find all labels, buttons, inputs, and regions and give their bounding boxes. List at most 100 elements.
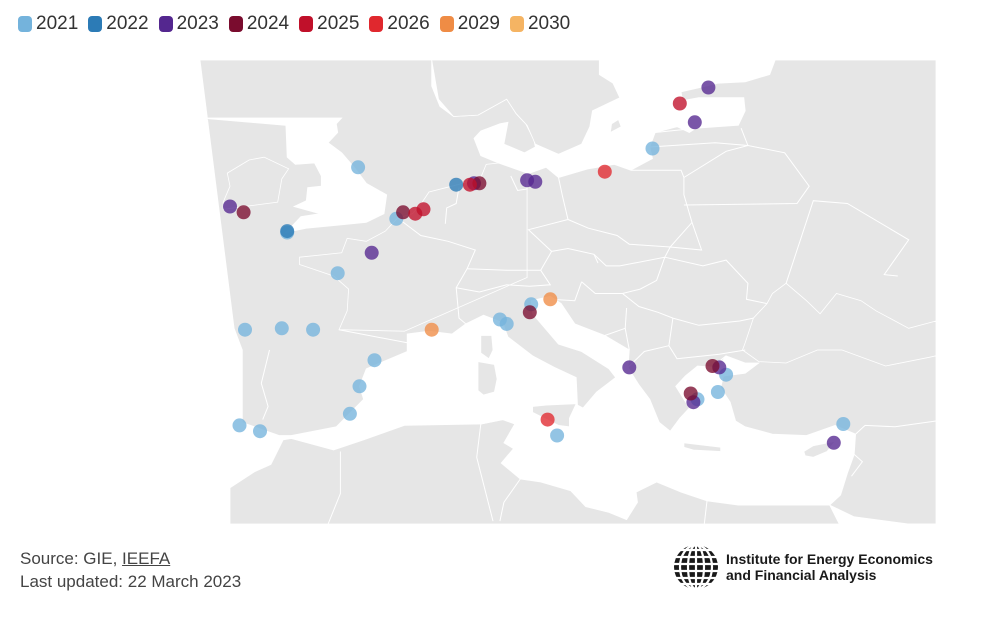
terminal-marker-2023[interactable] [687, 115, 702, 130]
country-border [456, 268, 552, 293]
logo-line-1: Institute for Energy Economics [726, 551, 933, 567]
country-border [703, 500, 708, 525]
terminal-marker-2025[interactable] [462, 177, 477, 192]
country-border [260, 349, 270, 420]
terminal-marker-2021[interactable] [499, 316, 514, 331]
terminal-marker-2021[interactable] [710, 385, 725, 399]
source-prefix: Source: GIE, [20, 549, 123, 568]
terminal-marker-2021[interactable] [274, 321, 289, 336]
terminal-marker-2021[interactable] [238, 322, 252, 337]
country-border [444, 187, 460, 224]
legend-item-2025[interactable]: 2025 [299, 13, 359, 35]
legend: 2021 2022 2023 2024 2025 2026 2029 2030 [18, 12, 580, 36]
terminal-marker-2025[interactable] [672, 96, 687, 111]
legend-item-2029[interactable]: 2029 [439, 13, 500, 35]
country-border [670, 222, 703, 251]
land-layer [199, 59, 937, 525]
last-updated: Last updated: 22 March 2023 [20, 572, 242, 591]
source-link[interactable]: IEEFA [122, 549, 171, 568]
country-border [655, 127, 697, 133]
terminal-marker-2023[interactable] [622, 360, 637, 375]
country-border [668, 318, 746, 360]
legend-item-2030[interactable]: 2030 [509, 13, 570, 35]
terminal-marker-2023[interactable] [701, 80, 716, 95]
country-border [327, 451, 341, 525]
terminal-marker-2021[interactable] [645, 141, 660, 156]
logo-line-2: and Financial Analysis [726, 567, 877, 583]
country-border [567, 169, 693, 248]
country-border [664, 256, 768, 305]
terminal-marker-2023[interactable] [223, 199, 237, 214]
terminal-marker-2026[interactable] [597, 164, 612, 179]
terminal-marker-2021[interactable] [367, 353, 382, 368]
landmass [431, 59, 621, 155]
terminal-marker-2021[interactable] [351, 160, 366, 175]
country-border [527, 177, 569, 271]
terminal-marker-2021[interactable] [352, 379, 367, 394]
landmass [222, 156, 290, 210]
ieefa-logo: Institute for Energy Economics and Finan… [672, 543, 933, 591]
legend-swatch [88, 16, 103, 32]
terminal-marker-2021[interactable] [836, 417, 851, 431]
map [0, 58, 982, 526]
legend-label: 2029 [457, 13, 500, 34]
legend-label: 2025 [317, 13, 360, 34]
legend-swatch [158, 16, 173, 32]
landmass [480, 335, 494, 360]
landmass [609, 118, 622, 134]
landmass [477, 361, 498, 396]
terminal-marker-2025[interactable] [416, 202, 431, 217]
country-border [720, 355, 727, 361]
landmass [683, 442, 722, 452]
terminal-marker-2029[interactable] [424, 322, 439, 337]
legend-swatch [299, 16, 314, 32]
terminal-marker-2022[interactable] [449, 177, 464, 192]
terminal-marker-2024[interactable] [705, 359, 720, 373]
legend-swatch [509, 16, 524, 32]
globe-icon [674, 543, 718, 591]
map-svg [199, 59, 937, 525]
landmass [200, 419, 936, 525]
legend-item-2026[interactable]: 2026 [369, 13, 430, 35]
country-border [683, 128, 749, 178]
country-border [550, 281, 583, 302]
terminal-marker-2021[interactable] [232, 418, 247, 433]
landmass [532, 403, 577, 428]
country-border [551, 247, 599, 264]
legend-swatch [439, 16, 454, 32]
terminal-marker-2026[interactable] [540, 412, 555, 427]
terminal-marker-2029[interactable] [543, 292, 558, 307]
country-border [397, 217, 476, 325]
legend-label: 2022 [106, 13, 149, 34]
legend-item-2022[interactable]: 2022 [88, 13, 149, 35]
borders-layer [260, 127, 937, 525]
country-border [338, 329, 408, 344]
country-border [604, 307, 628, 336]
terminal-marker-2023[interactable] [826, 435, 841, 450]
country-border [581, 257, 666, 294]
terminal-marker-2023[interactable] [528, 174, 543, 189]
country-border [683, 145, 810, 206]
terminal-marker-2021[interactable] [306, 322, 321, 337]
legend-label: 2021 [36, 13, 79, 34]
legend-label: 2023 [176, 13, 219, 34]
terminal-marker-2021[interactable] [330, 266, 345, 281]
legend-swatch [369, 16, 384, 32]
terminal-marker-2022[interactable] [280, 224, 295, 239]
country-border [855, 420, 937, 435]
terminal-marker-2024[interactable] [236, 205, 251, 220]
terminal-marker-2024[interactable] [522, 305, 537, 320]
terminal-marker-2021[interactable] [550, 428, 565, 443]
terminal-marker-2021[interactable] [253, 424, 267, 439]
terminal-marker-2023[interactable] [364, 245, 379, 260]
terminal-marker-2024[interactable] [683, 386, 698, 401]
terminal-marker-2024[interactable] [396, 205, 411, 220]
legend-label: 2026 [387, 13, 430, 34]
legend-swatch [228, 16, 243, 32]
terminal-marker-2021[interactable] [342, 406, 357, 421]
legend-item-2023[interactable]: 2023 [158, 13, 219, 35]
legend-item-2024[interactable]: 2024 [228, 13, 289, 35]
legend-item-2021[interactable]: 2021 [18, 13, 78, 35]
country-border [785, 200, 910, 284]
country-border [593, 246, 671, 267]
